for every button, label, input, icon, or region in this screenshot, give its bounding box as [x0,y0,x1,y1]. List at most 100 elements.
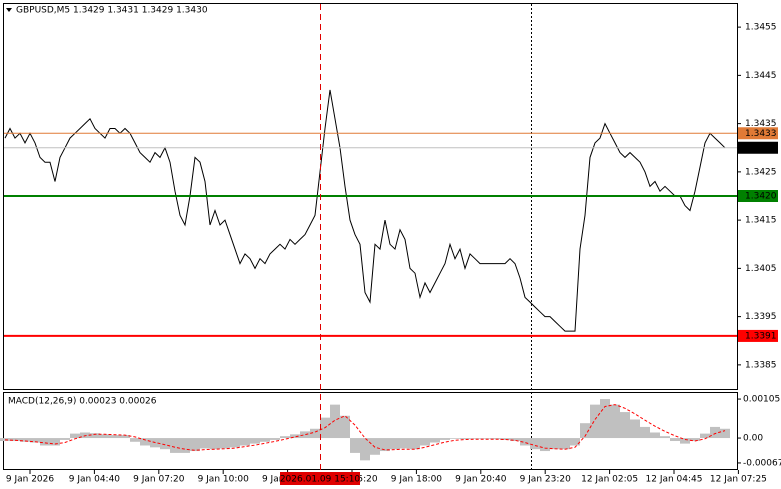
macd-bar [370,438,380,455]
x-tick-label: 12 Jan 04:45 [646,475,703,485]
macd-bar [410,438,420,450]
macd-bar [10,438,20,442]
macd-bar [190,438,200,452]
price-level-label: 1.3430 [745,143,777,153]
macd-bar [510,438,520,442]
macd-bar [50,438,60,446]
macd-bar [20,438,30,442]
x-tick-label: 9 Jan 10:00 [198,475,250,485]
macd-bar [220,438,230,449]
macd-bar [280,436,290,439]
macd-bar [580,423,590,439]
macd-bar [360,438,370,461]
macd-bar [540,438,550,452]
y-tick-label: 1.3445 [745,71,777,81]
macd-bar [180,438,190,453]
macd-bar [120,435,130,439]
macd-bar [310,428,320,439]
macd-bar [670,438,680,442]
macd-bar [640,426,650,439]
macd-bar [330,404,340,439]
x-tick-label: 9 Jan 04:40 [69,475,121,485]
x-tick-label: 9 Jan 2026 [6,475,54,485]
y-tick-label: 1.3385 [745,360,777,370]
macd-bar [720,428,730,439]
macd-bar [300,431,310,439]
macd-bar [660,436,670,439]
symbol-menu-icon[interactable] [6,8,12,12]
macd-bar [80,432,90,439]
macd-bar [210,438,220,450]
y-tick-label: 1.3395 [745,312,777,322]
macd-bar [60,438,70,440]
macd-bar [550,438,560,450]
macd-bar [200,438,210,449]
macd-bar [230,438,240,448]
macd-bar [490,438,500,440]
macd-bar [380,438,390,452]
x-tick-label: 9 Jan 07:20 [133,475,185,485]
macd-bar [570,438,580,446]
macd-bar [530,438,540,450]
macd-panel [3,392,738,470]
macd-bar [170,438,180,453]
macd-bar [350,438,360,453]
macd-bar [100,434,110,439]
price-level-tag [738,127,778,140]
y-tick-label: 1.3415 [745,216,777,226]
macd-bar [340,415,350,439]
macd-bar [520,438,530,446]
macd-bar [690,438,700,442]
macd-bar [470,438,480,439]
macd-header: MACD(12,26,9) 0.00023 0.00026 [8,397,157,407]
macd-bar [480,438,490,439]
macd-bar [440,438,450,440]
macd-bar [600,399,610,439]
macd-bar [390,438,400,450]
macd-bar [700,433,710,439]
price-level-tag [738,329,778,342]
macd-bar [140,438,150,446]
macd-bar [110,435,120,439]
x-tick-label: 9 Jan 20:40 [455,475,507,485]
price-level-label: 1.3420 [745,192,777,202]
macd-bar [610,404,620,439]
price-level-label: 1.3391 [745,331,777,341]
symbol-header: GBPUSD,M5 1.3429 1.3431 1.3429 1.3430 [16,6,208,16]
crosshair-tag [280,472,360,485]
x-tick-label: 12 Jan 02:05 [581,475,638,485]
macd-bar [710,426,720,439]
macd-bar [630,419,640,439]
macd-bar [250,438,260,444]
macd-bar [290,434,300,439]
macd-bar [620,412,630,439]
x-tick-label: 12 Jan 07:25 [710,475,767,485]
macd-bar [460,438,470,440]
macd-bar [500,438,510,440]
y-tick-label: 0.00 [743,434,763,444]
macd-bar [450,438,460,439]
macd-bar [560,438,570,450]
y-tick-label: 0.00105 [743,395,780,405]
macd-bar [70,433,80,439]
y-tick-label: 1.3435 [745,119,777,129]
price-line [4,89,726,332]
y-tick-label: 1.3455 [745,23,777,33]
x-tick-label: 9 Jan 18:00 [391,475,443,485]
crosshair-time: 2026.01.09 15:10 [280,475,361,485]
macd-bar [430,438,440,443]
macd-bar [160,438,170,450]
macd-bar [590,404,600,439]
macd-bar [650,432,660,439]
macd-bar [680,438,690,444]
macd-bar [240,438,250,446]
macd-bar [90,433,100,439]
price-panel [3,3,738,390]
macd-bar [40,438,50,446]
marks [0,26,741,464]
macd-bar [130,438,140,442]
macd-bar [260,438,270,442]
price-level-label: 1.3433 [745,129,777,139]
price-level-tag [738,141,778,154]
